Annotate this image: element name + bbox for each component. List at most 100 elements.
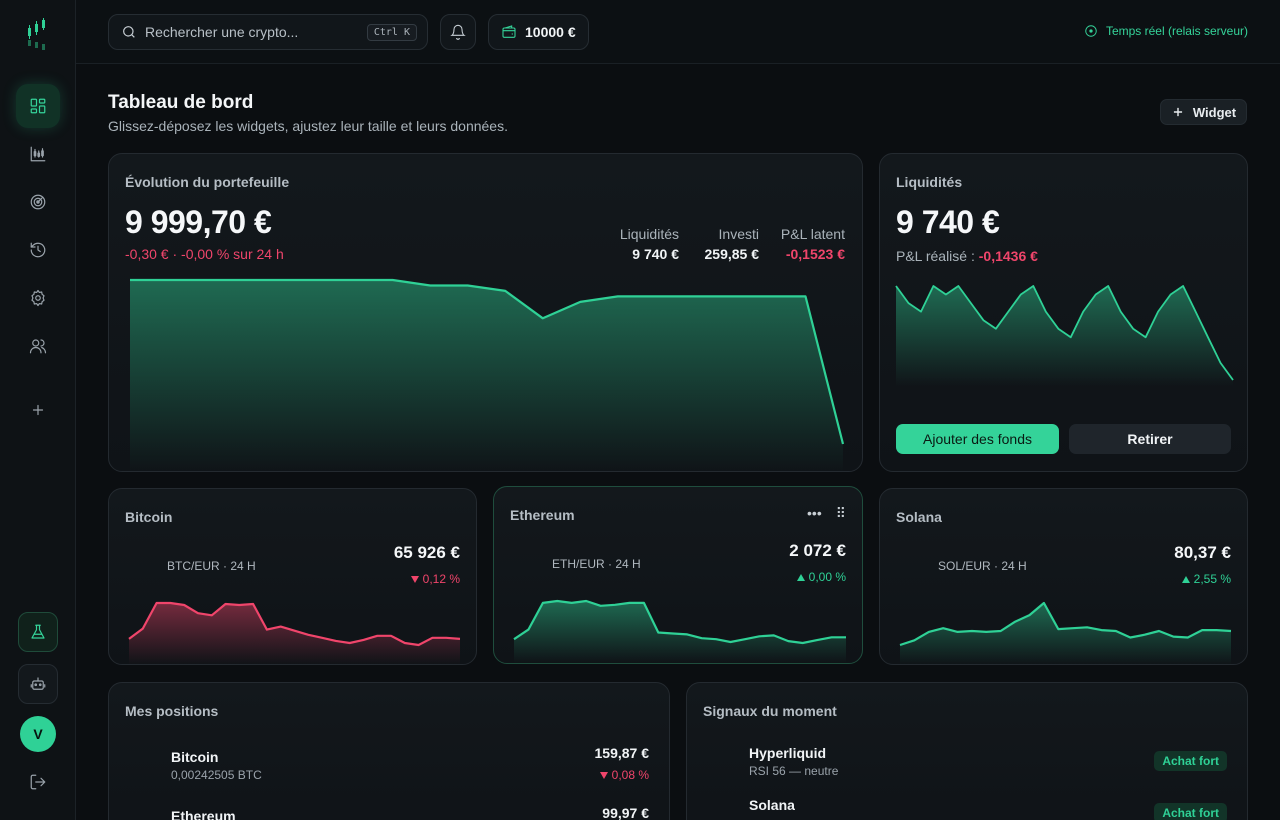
wallet-button[interactable]: 10000 € <box>488 14 589 50</box>
change-value: 0,00 % <box>808 570 846 584</box>
lab-button[interactable] <box>18 612 58 652</box>
nav-markets[interactable] <box>16 132 60 176</box>
ticker-pair: ETH/EUR · 24 H <box>552 557 641 571</box>
add-widget-label: Widget <box>1192 104 1237 120</box>
card-title: Signaux du moment <box>703 703 837 719</box>
bot-button[interactable] <box>18 664 58 704</box>
nav-add[interactable] <box>16 388 60 432</box>
card-tools: ••• ⠿ <box>807 505 846 522</box>
ticker-card-bitcoin[interactable]: Bitcoin BTC/EUR · 24 H 65 926 € 0,12 % <box>108 488 477 665</box>
history-icon <box>30 242 46 258</box>
avatar[interactable]: V <box>20 716 56 752</box>
card-title: Bitcoin <box>125 509 173 525</box>
nav-signals[interactable] <box>16 180 60 224</box>
search-box[interactable]: Ctrl K <box>108 14 428 50</box>
robot-icon <box>30 677 46 690</box>
stat-label: Liquidités <box>619 226 679 242</box>
position-value: 159,87 € <box>594 745 650 761</box>
portfolio-value: 9 999,70 € <box>125 204 272 240</box>
signal-detail: RSI 56 — neutre <box>749 764 839 778</box>
gear-icon <box>31 289 45 307</box>
position-value: 99,97 € <box>602 805 649 820</box>
logout-button[interactable] <box>16 760 60 804</box>
drag-handle-icon[interactable]: ⠿ <box>835 505 846 521</box>
sparkline-area <box>514 601 846 663</box>
withdraw-button[interactable]: Retirer <box>1069 424 1231 454</box>
sparkline-line <box>130 278 845 445</box>
change-value: 2,55 % <box>1193 572 1231 586</box>
page-title: Tableau de bord <box>108 92 254 113</box>
nav-community[interactable] <box>16 324 60 368</box>
change-value: 0,08 % <box>611 768 649 782</box>
more-icon[interactable]: ••• <box>807 505 822 521</box>
ticker-pair: SOL/EUR · 24 H <box>938 559 1027 573</box>
ticker-price: 65 926 € <box>393 543 460 562</box>
realtime-label: Temps réel (relais serveur) <box>1105 24 1248 38</box>
portfolio-card[interactable]: Évolution du portefeuille 9 999,70 € -0,… <box>108 153 863 472</box>
status-badge: Achat fort <box>1154 803 1227 820</box>
card-title: Évolution du portefeuille <box>125 174 290 190</box>
liquidity-card[interactable]: Liquidités 9 740 € P&L réalisé : -0,1436… <box>879 153 1248 472</box>
radar-icon <box>30 194 46 210</box>
shortcut-hint: Ctrl K <box>366 23 417 41</box>
bell-icon <box>450 24 466 40</box>
stat-liquidity: Liquidités 9 740 € <box>620 226 679 262</box>
positions-card[interactable]: Mes positions Bitcoin 0,00242505 BTC 159… <box>108 682 670 820</box>
signal-name: Hyperliquid <box>749 745 827 761</box>
sparkline-area <box>130 280 843 471</box>
card-title: Ethereum <box>510 507 575 523</box>
portfolio-change: -0,30 € · -0,00 % sur 24 h <box>125 246 284 262</box>
ticker-price: 2 072 € <box>789 541 846 560</box>
stat-pnl: P&L latent -0,1523 € <box>781 226 845 262</box>
card-title: Mes positions <box>125 703 219 719</box>
nav-history[interactable] <box>16 228 60 272</box>
down-triangle-icon <box>599 772 608 780</box>
notifications-button[interactable] <box>440 14 476 50</box>
candlestick-icon <box>30 146 46 162</box>
down-triangle-icon <box>410 576 419 584</box>
liquidity-value: 9 740 € <box>896 204 1000 240</box>
add-widget-button[interactable]: Widget <box>1160 99 1247 125</box>
add-funds-button[interactable]: Ajouter des fonds <box>896 424 1059 454</box>
signals-card[interactable]: Signaux du moment Hyperliquid RSI 56 — n… <box>686 682 1248 820</box>
sidebar: V <box>0 0 76 820</box>
change-value: 0,12 % <box>422 572 460 586</box>
stat-label: Investi <box>718 226 759 242</box>
search-icon <box>123 26 135 38</box>
ticker-card-ethereum[interactable]: Ethereum ••• ⠿ ETH/EUR · 24 H 2 072 € 0,… <box>493 486 863 664</box>
sparkline-line <box>895 285 1234 381</box>
stat-value: -0,1523 € <box>785 246 845 262</box>
nav-dashboard[interactable] <box>16 84 60 128</box>
logout-icon <box>30 774 46 790</box>
up-triangle-icon <box>796 574 805 582</box>
topbar: Ctrl K 10000 € Temps réel (relais serveu… <box>76 0 1280 64</box>
portfolio-chart <box>130 278 845 471</box>
ticker-card-solana[interactable]: Solana SOL/EUR · 24 H 80,37 € 2,55 % <box>879 488 1248 665</box>
signal-name: Solana <box>749 797 795 813</box>
ticker-change: 2,55 % <box>1181 572 1231 586</box>
plus-icon <box>32 404 44 416</box>
sparkline-area <box>129 603 460 664</box>
stat-label: P&L latent <box>780 226 845 242</box>
search-input[interactable] <box>145 24 367 40</box>
sparkline-area <box>900 603 1231 664</box>
logo-icon <box>28 18 45 50</box>
realized-pnl: P&L réalisé : -0,1436 € <box>896 248 1038 264</box>
nav-settings[interactable] <box>16 276 60 320</box>
sparkline-line <box>128 601 461 647</box>
status-dot-icon <box>1085 25 1097 37</box>
sparkline-area <box>896 286 1233 386</box>
wallet-balance: 10000 € <box>525 24 576 40</box>
realized-label: P&L réalisé : <box>896 248 975 264</box>
ticker-sparkline <box>899 601 1232 664</box>
realized-value: -0,1436 € <box>978 248 1038 264</box>
position-name: Ethereum <box>171 808 236 820</box>
grid-icon <box>30 98 46 114</box>
ticker-change: 0,00 % <box>796 570 846 584</box>
position-qty: 0,00242505 BTC <box>171 768 262 782</box>
status-badge: Achat fort <box>1154 751 1227 771</box>
ticker-sparkline <box>128 601 461 664</box>
ticker-change: 0,12 % <box>410 572 460 586</box>
card-title: Liquidités <box>896 174 963 190</box>
users-icon <box>29 339 47 354</box>
